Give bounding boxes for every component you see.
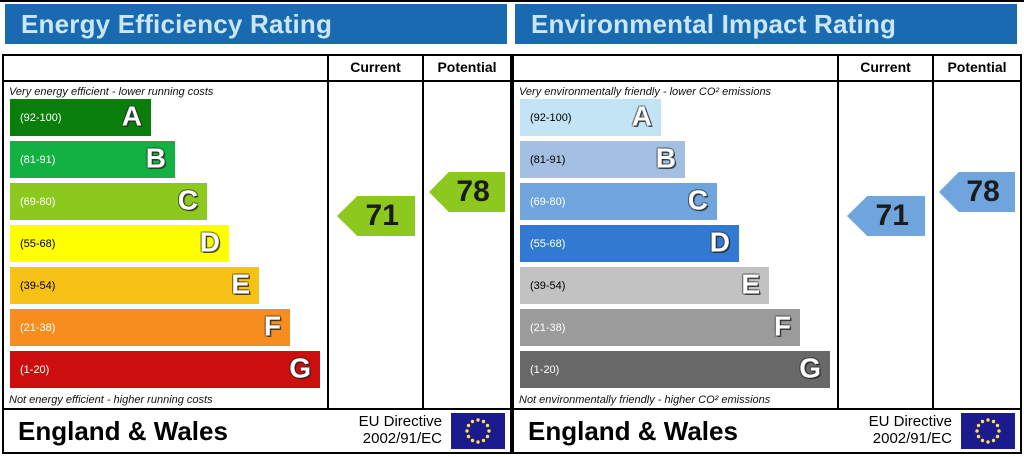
- top-scale-note: Very energy efficient - lower running co…: [9, 86, 214, 98]
- band-letter: E: [231, 268, 250, 300]
- table-body: Very environmentally friendly - lower CO…: [514, 82, 1020, 408]
- panel-footer: England & Wales EU Directive 2002/91/EC: [4, 408, 510, 452]
- band-letter: B: [145, 142, 166, 174]
- band-range-label: (81-91): [20, 153, 56, 166]
- band-chart-column: Very environmentally friendly - lower CO…: [514, 82, 837, 408]
- eu-flag-icon: [961, 413, 1015, 449]
- band-letter: B: [655, 142, 676, 174]
- band-letter: C: [177, 184, 198, 216]
- band-letter: A: [631, 100, 652, 132]
- eu-directive-label: EU Directive 2002/91/EC: [868, 413, 961, 448]
- potential-column-header: Potential: [932, 56, 1020, 80]
- energy-efficiency-panel: Energy Efficiency Rating Current Potenti…: [0, 2, 512, 454]
- potential-rating-value: 78: [456, 175, 490, 208]
- band-letter: E: [741, 268, 760, 300]
- eu-directive-line1: EU Directive: [868, 413, 952, 431]
- band-letter: C: [687, 184, 708, 216]
- rating-table: Current Potential Very environmentally f…: [512, 54, 1022, 454]
- eu-flag-icon: [451, 413, 505, 449]
- potential-rating-arrow: 78: [429, 172, 505, 212]
- current-rating-value: 71: [365, 199, 399, 232]
- band-range-label: (21-38): [530, 321, 566, 334]
- band-f: (21-38) F: [10, 309, 290, 346]
- band-f: (21-38) F: [520, 309, 800, 346]
- eu-directive-line1: EU Directive: [358, 413, 442, 431]
- band-a: (92-100) A: [520, 99, 661, 136]
- bottom-scale-note: Not environmentally friendly - higher CO…: [519, 394, 771, 406]
- band-range-label: (1-20): [530, 363, 560, 376]
- panel-title: Environmental Impact Rating: [531, 8, 897, 39]
- band-range-label: (55-68): [530, 237, 566, 250]
- band-range-label: (81-91): [530, 153, 566, 166]
- band-g: (1-20) G: [10, 351, 320, 388]
- band-range-label: (21-38): [20, 321, 56, 334]
- current-column-header: Current: [837, 56, 932, 80]
- current-rating-arrow: 71: [337, 196, 415, 236]
- potential-rating-arrow: 78: [939, 172, 1015, 212]
- band-letter: G: [799, 352, 821, 384]
- band-d: (55-68) D: [520, 225, 739, 262]
- band-b: (81-91) B: [10, 141, 175, 178]
- band-range-label: (39-54): [20, 279, 56, 292]
- band-letter: F: [263, 310, 281, 342]
- rating-bands: (92-100) A (81-91) B (69-80) C: [514, 99, 837, 393]
- band-range-label: (55-68): [20, 237, 56, 250]
- band-a: (92-100) A: [10, 99, 151, 136]
- environmental-impact-panel: Environmental Impact Rating Current Pote…: [512, 2, 1024, 454]
- panel-header: Energy Efficiency Rating: [5, 4, 507, 44]
- potential-value-cell: 78: [422, 82, 510, 408]
- table-header-row: Current Potential: [4, 56, 510, 82]
- current-column-header: Current: [327, 56, 422, 80]
- band-d: (55-68) D: [10, 225, 229, 262]
- band-range-label: (69-80): [530, 195, 566, 208]
- rating-table: Current Potential Very energy efficient …: [2, 54, 512, 454]
- region-label: England & Wales: [528, 415, 738, 446]
- potential-column-header: Potential: [422, 56, 510, 80]
- bottom-scale-note: Not energy efficient - higher running co…: [9, 394, 213, 406]
- current-rating-value: 71: [875, 199, 909, 232]
- eu-directive-line2: 2002/91/EC: [872, 430, 952, 447]
- eu-flag-stars: [465, 418, 491, 444]
- band-letter: D: [199, 226, 220, 258]
- eu-directive-label: EU Directive 2002/91/EC: [358, 413, 451, 448]
- band-chart-column: Very energy efficient - lower running co…: [4, 82, 327, 408]
- table-body: Very energy efficient - lower running co…: [4, 82, 510, 408]
- band-letter: D: [709, 226, 730, 258]
- top-border-line: [0, 0, 1024, 2]
- band-c: (69-80) C: [520, 183, 717, 220]
- potential-value-cell: 78: [932, 82, 1020, 408]
- band-b: (81-91) B: [520, 141, 685, 178]
- top-scale-note: Very environmentally friendly - lower CO…: [519, 86, 772, 98]
- band-range-label: (1-20): [20, 363, 50, 376]
- panel-footer: England & Wales EU Directive 2002/91/EC: [514, 408, 1020, 452]
- band-letter: A: [121, 100, 142, 132]
- band-range-label: (92-100): [20, 111, 62, 124]
- potential-rating-value: 78: [966, 175, 1000, 208]
- eu-flag-stars: [975, 418, 1001, 444]
- band-g: (1-20) G: [520, 351, 830, 388]
- band-range-label: (39-54): [530, 279, 566, 292]
- current-rating-arrow: 71: [847, 196, 925, 236]
- band-range-label: (69-80): [20, 195, 56, 208]
- region-label: England & Wales: [18, 415, 228, 446]
- current-value-cell: 71: [327, 82, 422, 408]
- panel-header: Environmental Impact Rating: [515, 4, 1017, 44]
- header-spacer-cell: [4, 56, 327, 80]
- header-spacer-cell: [514, 56, 837, 80]
- eu-directive-line2: 2002/91/EC: [362, 430, 442, 447]
- band-c: (69-80) C: [10, 183, 207, 220]
- band-letter: G: [289, 352, 311, 384]
- band-e: (39-54) E: [10, 267, 259, 304]
- band-letter: F: [773, 310, 791, 342]
- rating-bands: (92-100) A (81-91) B (69-80) C: [4, 99, 327, 393]
- band-range-label: (92-100): [530, 111, 572, 124]
- table-header-row: Current Potential: [514, 56, 1020, 82]
- band-e: (39-54) E: [520, 267, 769, 304]
- current-value-cell: 71: [837, 82, 932, 408]
- panel-title: Energy Efficiency Rating: [21, 8, 333, 39]
